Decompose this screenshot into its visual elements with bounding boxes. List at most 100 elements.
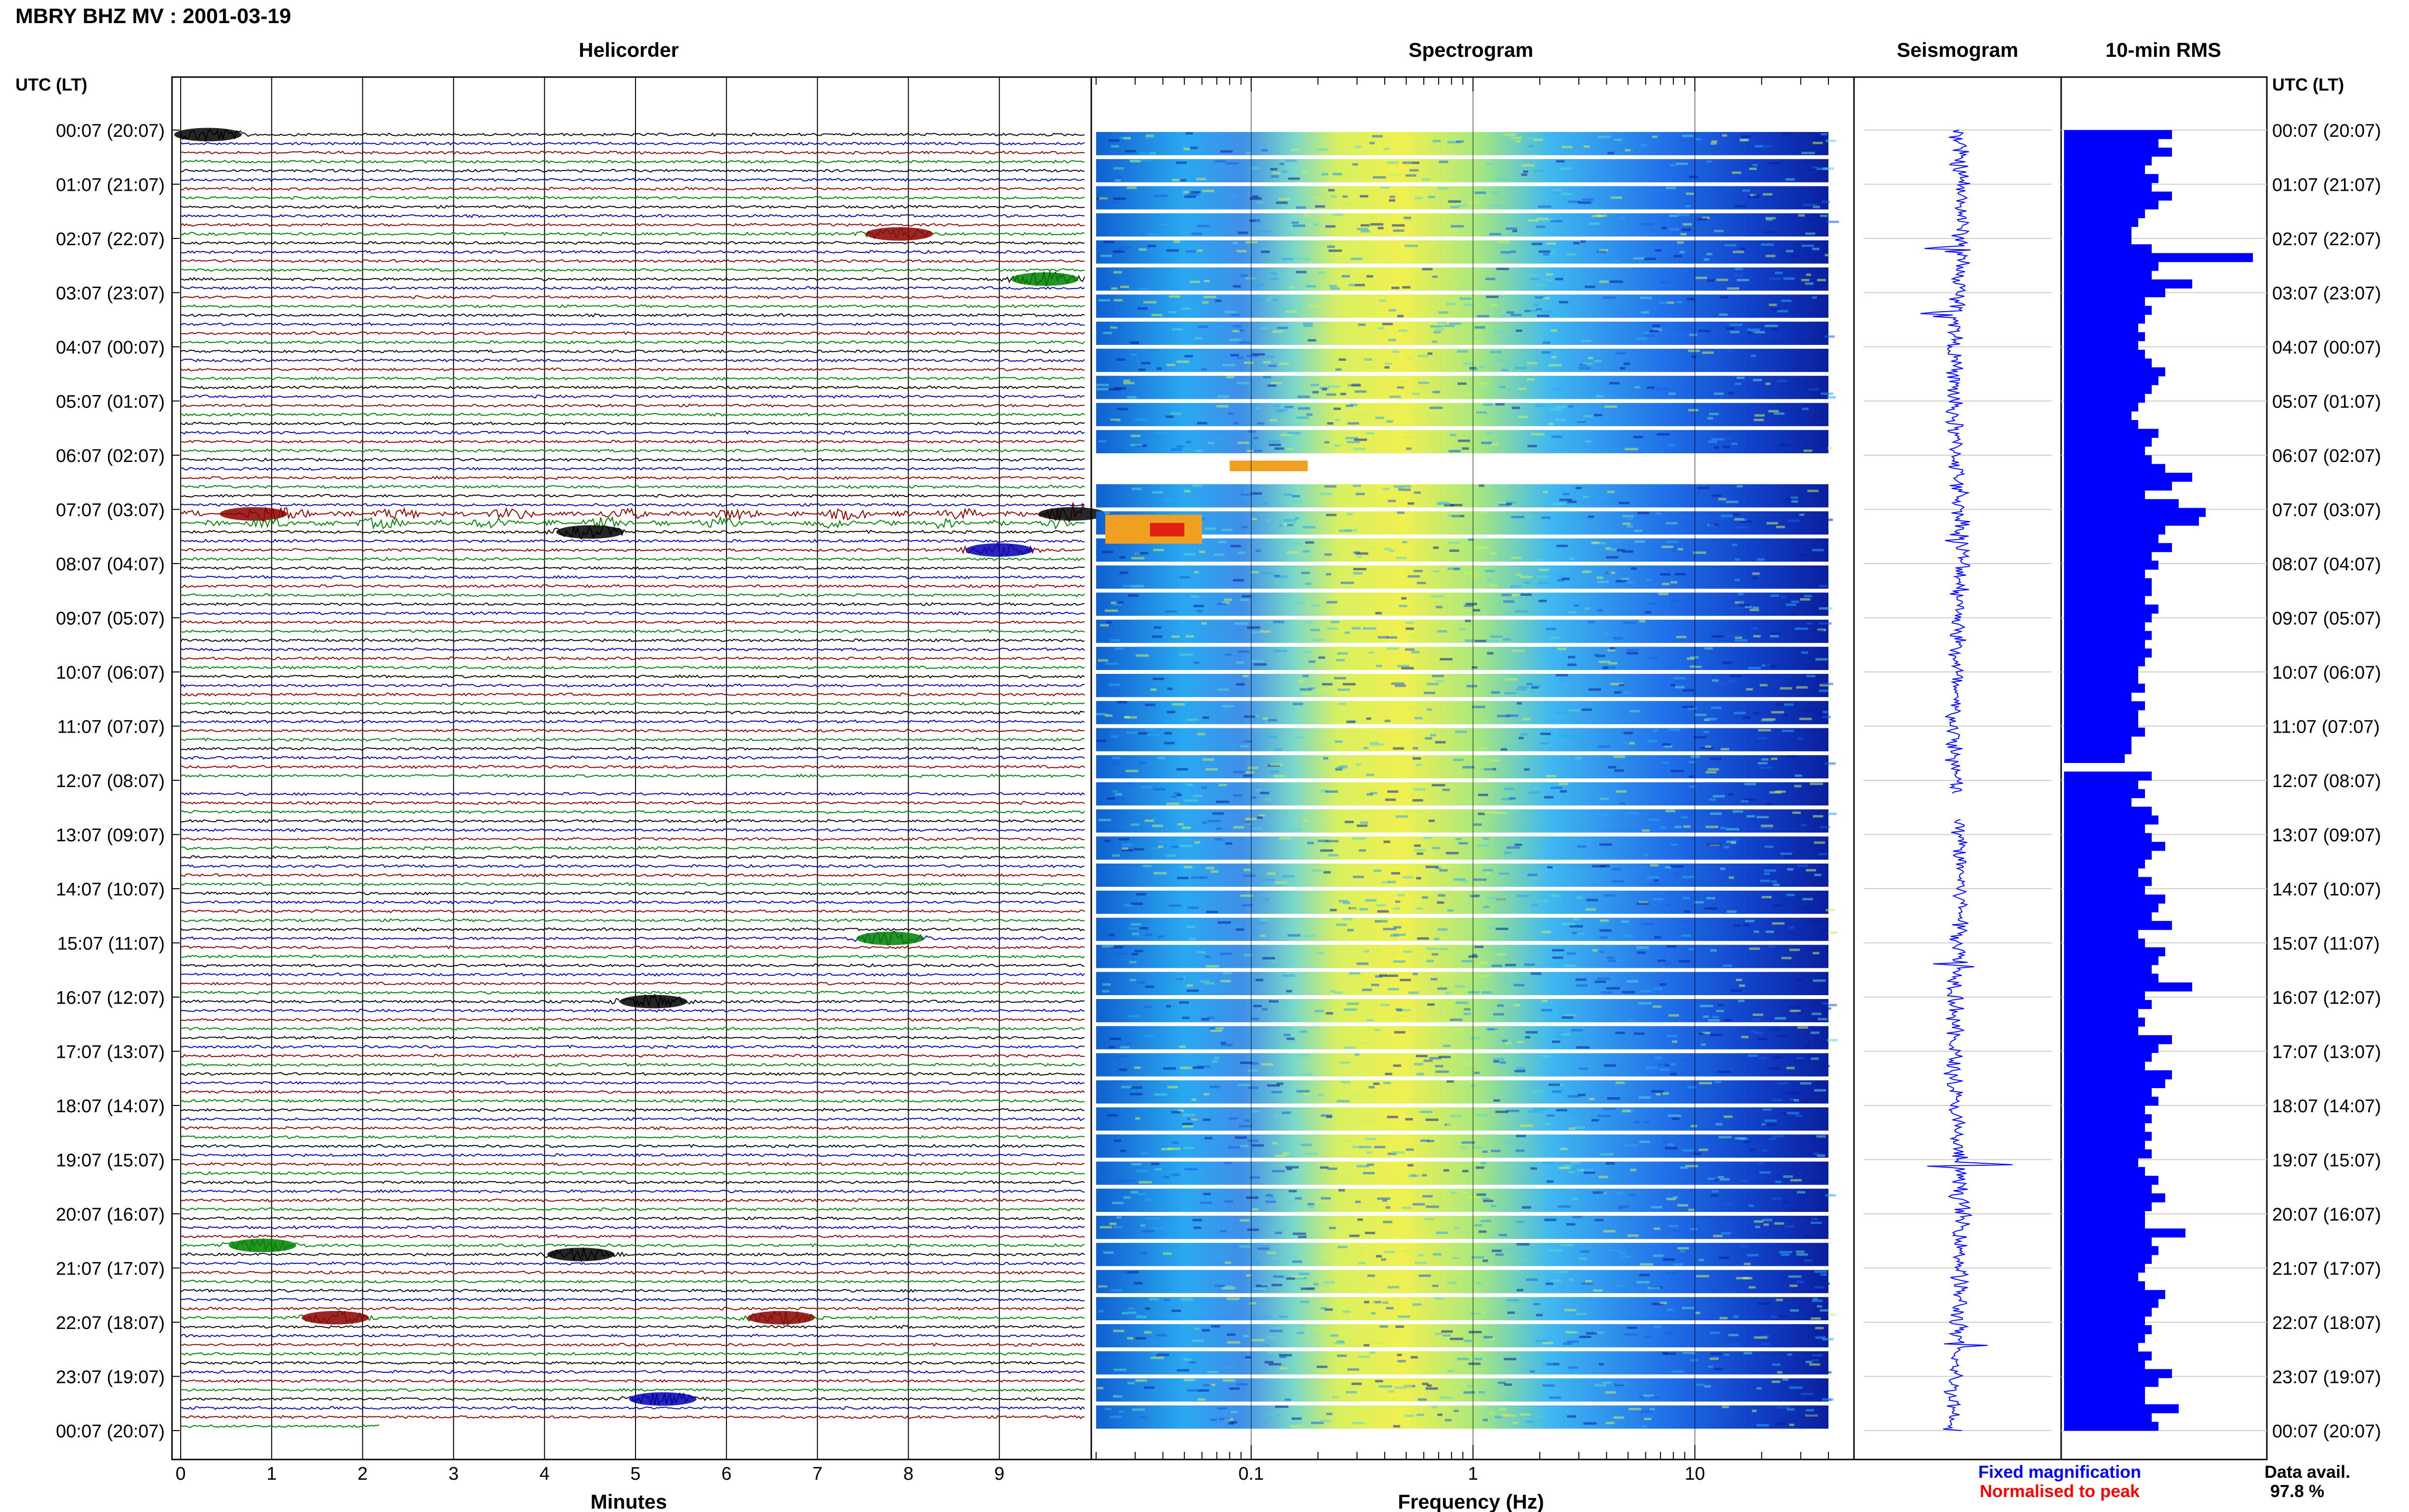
helicorder-trace — [180, 1180, 1085, 1184]
spectrogram-speckle — [1448, 514, 1460, 517]
spectrogram-speckle — [1330, 1334, 1338, 1337]
spectrogram-speckle — [1332, 936, 1339, 939]
spectrogram-speckle — [1145, 703, 1156, 706]
spectrogram-speckle — [1115, 793, 1123, 796]
spectrogram-speckle — [1567, 1113, 1581, 1116]
spectrogram-speckle — [1765, 930, 1774, 933]
spectrogram-speckle — [1783, 1175, 1793, 1178]
spectrogram-speckle — [1345, 384, 1351, 387]
spectrogram-speckle — [1777, 310, 1788, 313]
spectrogram-speckle — [1453, 1226, 1460, 1229]
spectrogram-speckle — [1771, 711, 1785, 714]
spectrogram-speckle — [1239, 1219, 1250, 1222]
spectrogram-speckle — [1447, 1369, 1455, 1372]
spectrogram-speckle — [1115, 1180, 1125, 1183]
spectrogram-speckle — [1437, 502, 1450, 505]
spectrogram-row — [1096, 538, 1828, 562]
spectrogram-speckle — [1350, 1094, 1360, 1097]
spectrogram-speckle — [1445, 852, 1459, 855]
rms-bar — [2064, 798, 2131, 807]
spectrogram-speckle — [1607, 956, 1615, 959]
spectrogram-speckle — [1416, 763, 1423, 766]
helicorder-trace — [180, 1225, 1085, 1230]
rms-bar — [2064, 789, 2145, 798]
spectrogram-speckle — [1261, 502, 1268, 505]
spectrogram-speckle — [1444, 504, 1454, 507]
spectrogram-speckle — [1216, 827, 1222, 830]
spectrogram-speckle — [1523, 170, 1528, 173]
spectrogram-speckle — [1554, 191, 1560, 194]
spectrogram-speckle — [1813, 142, 1823, 145]
spectrogram-speckle — [1567, 500, 1577, 503]
spectrogram-speckle — [1242, 595, 1252, 598]
spectrogram-speckle — [1455, 838, 1462, 841]
spectrogram-speckle — [1178, 1036, 1187, 1039]
spectrogram-speckle — [1662, 582, 1670, 585]
spectrogram-speckle — [1388, 1152, 1397, 1155]
spectrogram-speckle — [1789, 1010, 1801, 1012]
spectrogram-speckle — [1370, 217, 1377, 220]
spectrogram-speckle — [1301, 170, 1309, 173]
spectrogram-speckle — [1297, 395, 1310, 398]
spectrogram-speckle — [1568, 1366, 1578, 1369]
spectrogram-x-label: Frequency (Hz) — [1398, 1490, 1544, 1512]
spectrogram-speckle — [1292, 500, 1303, 503]
spectrogram-speckle — [1765, 664, 1777, 667]
spectrogram-speckle — [1204, 527, 1216, 530]
spectrogram-speckle — [1731, 442, 1738, 445]
spectrogram-speckle — [1274, 581, 1283, 584]
spectrogram-speckle — [1803, 203, 1817, 206]
spectrogram-speckle — [1393, 485, 1403, 488]
spectrogram-speckle — [1546, 1282, 1553, 1285]
spectrogram-speckle — [1370, 791, 1377, 794]
spectrogram-speckle — [1109, 933, 1115, 936]
spectrogram-speckle — [1286, 551, 1300, 554]
rms-bar — [2064, 903, 2158, 913]
spectrogram-speckle — [1770, 635, 1779, 638]
spectrogram-speckle — [1495, 1253, 1504, 1256]
spectrogram-speckle — [1439, 869, 1448, 872]
spectrogram-speckle — [1269, 419, 1277, 421]
spectrogram-speckle — [1150, 688, 1157, 691]
spectrogram-speckle — [1525, 309, 1537, 312]
spectrogram-speckle — [1130, 159, 1138, 162]
spectrogram-speckle — [1516, 1288, 1523, 1291]
spectrogram-speckle — [1249, 197, 1262, 200]
spectrogram-speckle — [1516, 1243, 1530, 1246]
helicorder-trace — [180, 349, 1085, 354]
spectrogram-speckle — [1165, 610, 1177, 613]
spectrogram-speckle — [1385, 974, 1399, 977]
spectrogram-speckle — [1403, 435, 1416, 438]
spectrogram-speckle — [1413, 757, 1421, 760]
spectrogram-speckle — [1795, 774, 1802, 777]
spectrogram-speckle — [1549, 1396, 1561, 1399]
spectrogram-speckle — [1435, 741, 1446, 744]
spectrogram-speckle — [1437, 928, 1448, 931]
spectrogram-speckle — [1116, 358, 1125, 361]
spectrogram-speckle — [1694, 736, 1707, 739]
spectrogram-speckle — [1167, 844, 1172, 847]
spectrogram-speckle — [1252, 1208, 1259, 1211]
spectrogram-speckle — [1243, 675, 1249, 678]
time-label-left: 14:07 (10:07) — [56, 880, 165, 900]
spectrogram-speckle — [1436, 715, 1445, 718]
spectrogram-speckle — [1637, 951, 1646, 954]
spectrogram-speckle — [1184, 355, 1193, 357]
spectrogram-speckle — [1499, 385, 1506, 388]
spectrogram-speckle — [1275, 1155, 1287, 1157]
spectrogram-speckle — [1314, 688, 1324, 691]
spectrogram-speckle — [1129, 960, 1137, 963]
spectrogram-speckle — [1709, 523, 1719, 526]
spectrogram-speckle — [1749, 1148, 1755, 1151]
spectrogram-speckle — [1140, 1224, 1146, 1227]
spectrogram-speckle — [1801, 278, 1810, 281]
helicorder-event — [747, 1311, 815, 1325]
spectrogram-speckle — [1750, 194, 1757, 197]
spectrogram-speckle — [1161, 853, 1174, 855]
spectrogram-speckle — [1769, 303, 1777, 306]
spectrogram-speckle — [1203, 1384, 1211, 1387]
spectrogram-speckle — [1316, 951, 1324, 954]
spectrogram-speckle — [1536, 1314, 1543, 1316]
spectrogram-speckle — [1366, 774, 1375, 776]
